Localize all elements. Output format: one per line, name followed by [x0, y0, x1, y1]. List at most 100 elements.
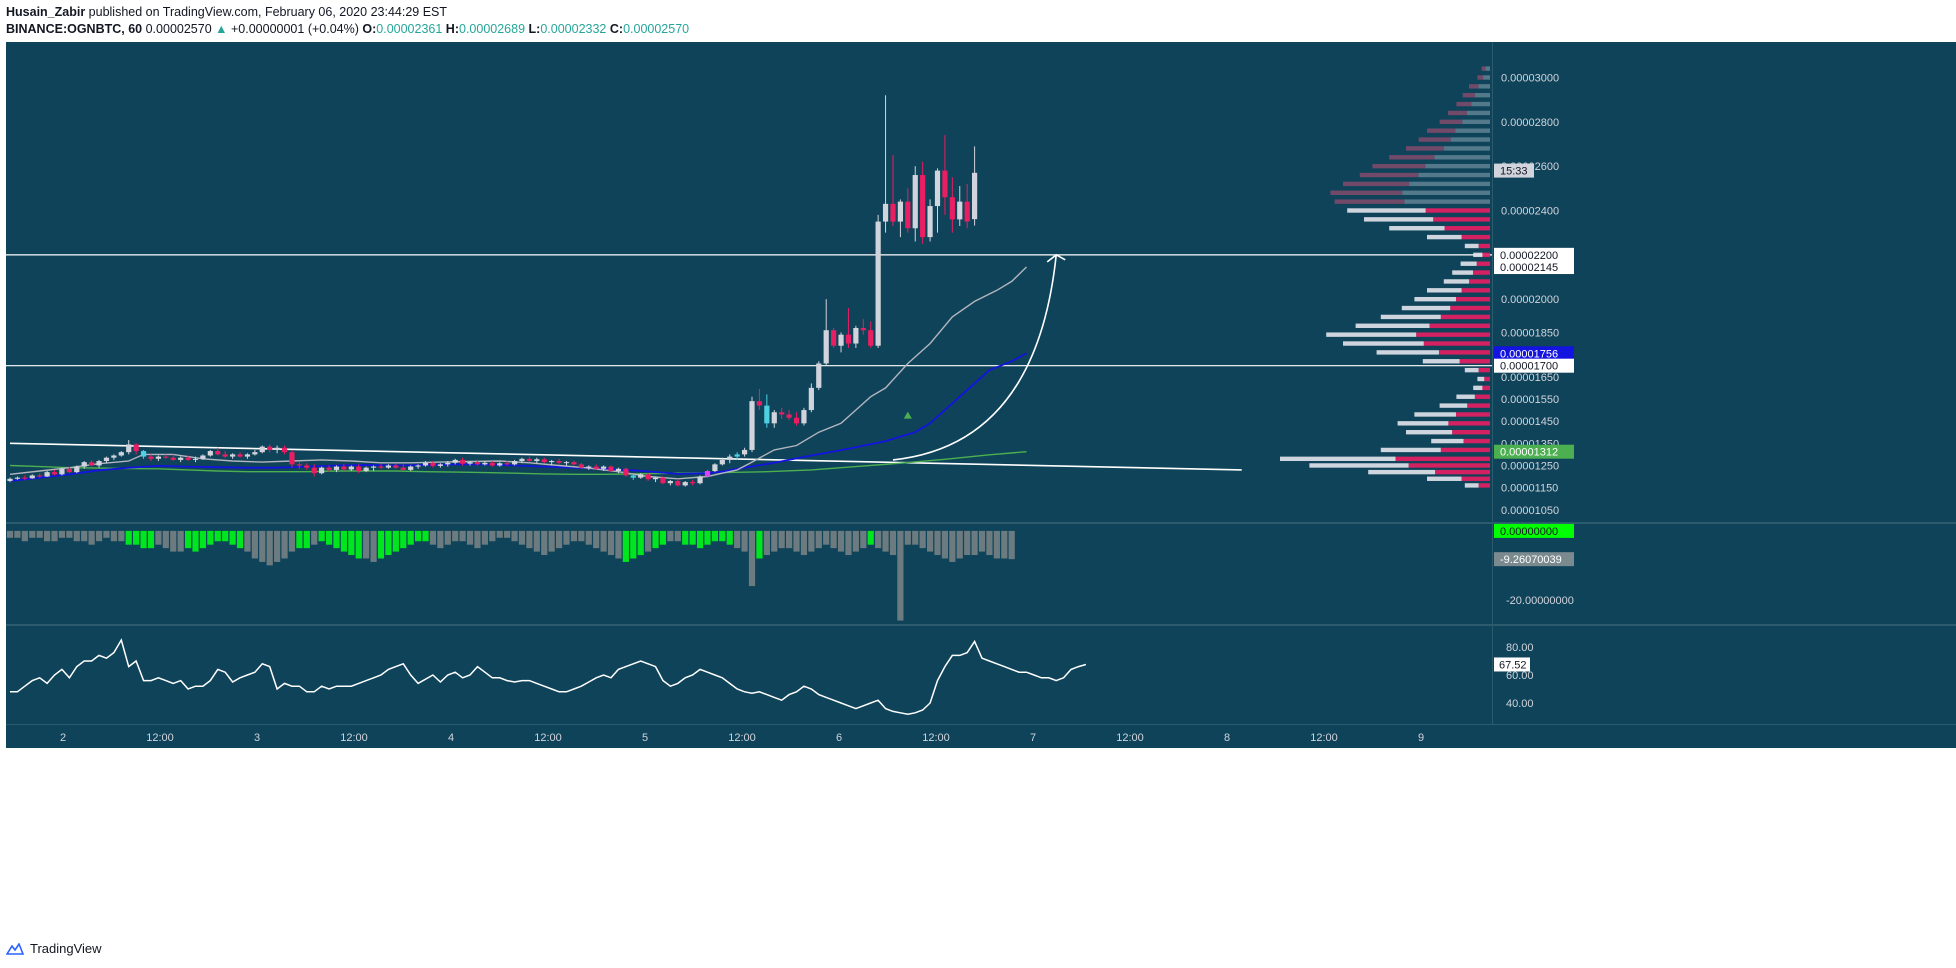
author-name[interactable]: Husain_Zabir [6, 5, 86, 19]
volume-profile-bar [1418, 137, 1451, 142]
volume-profile-row [1464, 483, 1490, 488]
chart-canvas[interactable]: 0.000030000.000028000.000026000.00002400… [6, 42, 1956, 932]
candle [415, 464, 421, 469]
candle [645, 473, 651, 481]
time-tick-label: 12:00 [1116, 732, 1144, 744]
price-badge-bg [1494, 163, 1534, 178]
volume-profile-bar [1368, 469, 1436, 475]
candle [734, 452, 740, 460]
volume-profile-bar [1389, 226, 1445, 231]
volume-profile-bar [1406, 430, 1453, 435]
price-badge: 0.00002145 [1494, 260, 1574, 275]
candle-body [890, 203, 896, 222]
candle [690, 479, 696, 486]
candle [719, 457, 725, 466]
symbol-label[interactable]: BINANCE:OGNBTC, 60 [6, 22, 143, 36]
volume-profile-bar [1343, 181, 1410, 187]
candle [326, 465, 332, 473]
histogram-bar [793, 530, 800, 552]
histogram-bar [44, 530, 51, 542]
histogram-bar [986, 530, 993, 556]
histogram-bar [949, 530, 956, 562]
candle-body [207, 451, 213, 456]
histogram-bar [993, 530, 1000, 559]
candle [37, 473, 43, 478]
volume-profile-bar [1477, 376, 1485, 382]
histogram-bar [155, 530, 162, 545]
histogram-bar [956, 530, 963, 559]
volume-profile-bar [1372, 163, 1426, 169]
volume-profile-row [1414, 296, 1490, 302]
histogram-bar [184, 530, 192, 549]
histogram-bar [1008, 530, 1015, 560]
volume-profile-bar [1425, 163, 1490, 169]
price-tick-label: 0.00002800 [1501, 117, 1559, 129]
candle [118, 451, 124, 457]
histogram-bar [578, 530, 585, 542]
candle [422, 461, 429, 467]
histogram-bar [199, 530, 207, 549]
volume-profile-bar [1461, 476, 1490, 481]
candle-body [734, 454, 740, 457]
candle [51, 469, 58, 476]
histogram-bar [51, 530, 58, 542]
time-tick-label: 12:00 [1310, 732, 1338, 744]
histogram-bar [311, 530, 318, 545]
price-tick-label: 0.00001550 [1501, 394, 1559, 406]
candle-body [882, 203, 889, 222]
candle-body [601, 466, 607, 469]
candle [274, 445, 280, 454]
oscillator-badge-bg [1494, 552, 1574, 567]
time-tick-label: 8 [1224, 732, 1230, 744]
histogram-bar [541, 530, 548, 556]
time-tick-label: 12:00 [340, 732, 368, 744]
volume-profile-bar [1456, 101, 1472, 107]
candle [964, 183, 970, 229]
histogram-bar [147, 530, 155, 549]
volume-profile-bar [1478, 483, 1490, 488]
price-tick-label: 0.00002400 [1501, 205, 1559, 217]
candle [29, 474, 35, 479]
histogram-bar [422, 530, 429, 542]
candle [704, 469, 711, 478]
histogram-bar [875, 530, 882, 549]
buy-signal-marker [903, 411, 912, 419]
candle-body [437, 464, 443, 466]
histogram-bar [325, 530, 333, 545]
candle-body [638, 474, 644, 478]
volume-profile-bar [1461, 288, 1490, 293]
candle [252, 449, 258, 456]
volume-profile-bar [1482, 385, 1490, 391]
candle-body [623, 468, 629, 476]
candle-body [541, 459, 547, 463]
histogram-bar [118, 530, 125, 542]
histogram-bar [348, 530, 355, 556]
volume-profile-row [1372, 163, 1490, 169]
histogram-bar [303, 530, 310, 549]
candle-body [697, 476, 703, 484]
candle-body [200, 455, 206, 459]
time-tick-label: 3 [254, 732, 260, 744]
candle-body [333, 466, 340, 470]
histogram-bar [29, 530, 36, 538]
candle-body [526, 458, 532, 462]
candle [126, 439, 132, 455]
candle [511, 459, 518, 466]
candle-body [816, 363, 822, 388]
volume-profile-bar [1429, 323, 1490, 328]
candle [22, 475, 28, 480]
histogram-bar [125, 530, 132, 545]
volume-profile-bar [1467, 403, 1490, 408]
footer-brand[interactable]: TradingView [30, 941, 102, 956]
volume-profile-row [1406, 430, 1490, 435]
candle [608, 465, 614, 473]
volume-profile-row [1364, 217, 1490, 222]
volume-profile-row [1309, 463, 1490, 468]
volume-profile-bar [1397, 421, 1449, 426]
histogram-bar [682, 530, 689, 545]
candle [489, 461, 495, 467]
candle-body [430, 462, 436, 466]
volume-profile-bar [1431, 438, 1464, 444]
ema-mid-line [9, 352, 1027, 482]
candle-body [467, 462, 473, 464]
